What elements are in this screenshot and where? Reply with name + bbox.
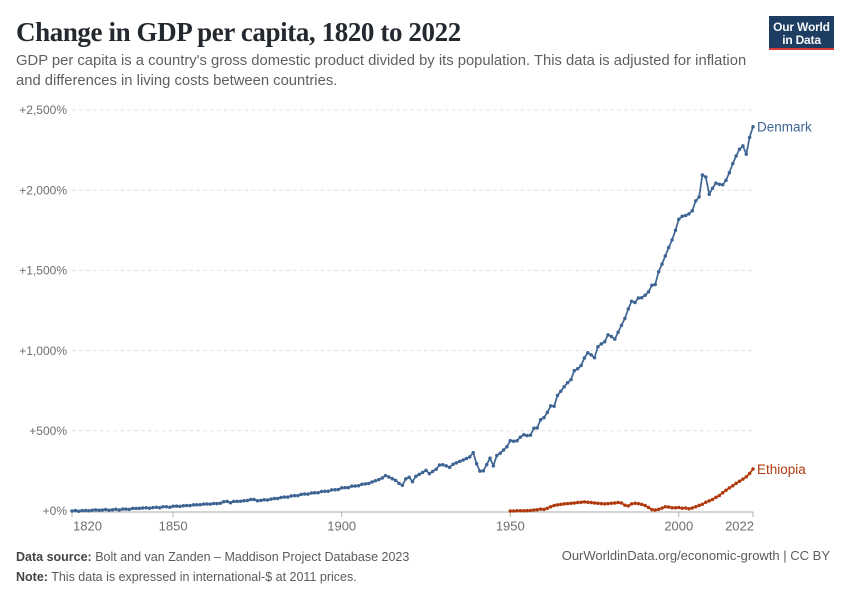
svg-text:+1,000%: +1,000%	[19, 344, 67, 358]
svg-text:2022: 2022	[725, 519, 754, 534]
svg-text:+2,000%: +2,000%	[19, 183, 67, 197]
svg-text:1950: 1950	[496, 519, 525, 534]
svg-text:2000: 2000	[664, 519, 693, 534]
svg-text:+500%: +500%	[29, 424, 67, 438]
svg-text:Denmark: Denmark	[757, 120, 812, 135]
svg-text:+1,500%: +1,500%	[19, 264, 67, 278]
svg-text:Ethiopia: Ethiopia	[757, 462, 806, 477]
svg-text:1850: 1850	[159, 519, 188, 534]
svg-text:+0%: +0%	[43, 504, 68, 518]
svg-text:+2,500%: +2,500%	[19, 103, 67, 117]
svg-text:1820: 1820	[73, 519, 102, 534]
svg-text:1900: 1900	[327, 519, 356, 534]
